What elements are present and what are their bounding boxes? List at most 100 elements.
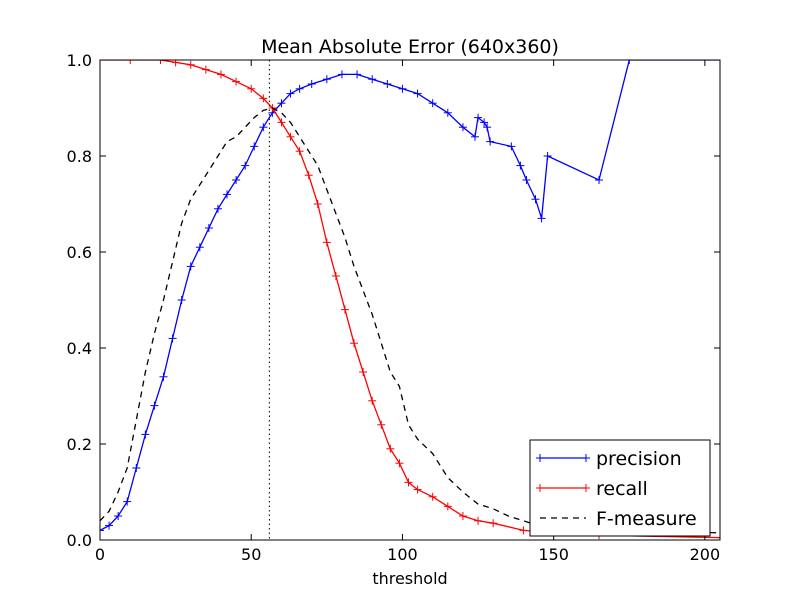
y-tick-label: 0.2	[67, 435, 92, 454]
y-tick-label: 0.8	[67, 147, 92, 166]
legend: precision recall F-measure	[529, 439, 711, 537]
recall-point	[350, 339, 359, 348]
precision-point	[337, 70, 346, 79]
precision-point	[223, 190, 232, 199]
precision-point	[483, 123, 492, 132]
recall-point	[232, 77, 241, 86]
plot-area	[100, 60, 720, 540]
x-axis-ticks: 0 50 100 150 200	[95, 60, 720, 564]
precision-point	[150, 401, 159, 410]
recall-point	[186, 60, 195, 69]
x-tick-label: 200	[690, 545, 721, 564]
axes-border	[99, 59, 721, 541]
recall-line	[100, 60, 720, 539]
recall-point	[126, 60, 135, 64]
legend-label-recall: recall	[596, 478, 648, 500]
x-tick-label: 0	[95, 545, 105, 564]
recall-point	[171, 60, 180, 67]
precision-point	[543, 152, 552, 160]
chart-title: Mean Absolute Error (640x360)	[261, 36, 559, 58]
precision-point	[383, 80, 392, 88]
precision-point	[295, 84, 304, 93]
recall-point	[295, 147, 304, 156]
precision-point	[595, 176, 604, 184]
recall-point	[286, 132, 295, 141]
recall-point	[386, 444, 395, 453]
precision-point	[186, 262, 195, 271]
recall-point	[331, 272, 340, 280]
precision-point	[232, 176, 241, 184]
precision-point	[250, 142, 259, 151]
precision-point	[105, 521, 114, 530]
precision-point	[241, 161, 250, 170]
recall-point	[443, 502, 452, 511]
precision-point	[307, 80, 316, 88]
y-axis-ticks: 0.0 0.2 0.4 0.6 0.8 1.0	[67, 51, 720, 550]
recall-point	[156, 60, 165, 64]
legend-label-f-measure: F-measure	[596, 508, 697, 530]
recall-point	[474, 516, 483, 525]
precision-point	[474, 113, 483, 122]
recall-point	[377, 420, 386, 429]
recall-point	[259, 94, 268, 103]
precision-point	[277, 99, 286, 108]
precision-point	[531, 195, 540, 204]
x-tick-label: 150	[538, 545, 569, 564]
precision-point	[368, 75, 377, 84]
precision-point	[458, 123, 467, 132]
recall-point	[368, 396, 377, 405]
precision-point	[141, 430, 150, 439]
precision-point	[516, 161, 525, 170]
legend-label-precision: precision	[596, 448, 682, 470]
plot-content	[100, 60, 720, 540]
precision-point	[259, 123, 268, 132]
y-tick-label: 0.6	[67, 243, 92, 262]
precision-line	[100, 60, 720, 531]
recall-point	[247, 84, 256, 93]
precision-point	[286, 89, 295, 98]
x-tick-label: 50	[241, 545, 261, 564]
precision-point	[159, 372, 168, 381]
precision-point	[177, 296, 186, 304]
precision-point	[443, 108, 452, 117]
precision-point	[537, 214, 546, 223]
axes-frame	[99, 59, 721, 541]
recall-point	[404, 478, 413, 487]
y-tick-label: 1.0	[67, 51, 92, 70]
y-tick-label: 0.0	[67, 531, 92, 550]
precision-point	[100, 526, 104, 535]
precision-point	[168, 334, 177, 343]
recall-point	[428, 492, 437, 501]
precision-point	[507, 142, 516, 151]
recall-point	[201, 65, 210, 74]
precision-point	[322, 75, 331, 84]
recall-point	[395, 459, 404, 468]
f-measure-line	[100, 107, 720, 534]
precision-point	[480, 118, 489, 127]
recall-point	[340, 305, 349, 314]
precision-point	[132, 464, 141, 472]
precision-point	[428, 99, 437, 108]
recall-point	[216, 70, 225, 79]
precision-point	[625, 60, 634, 64]
recall-point	[277, 118, 286, 127]
recall-point	[519, 526, 528, 535]
recall-point	[458, 512, 467, 520]
y-tick-label: 0.4	[67, 339, 92, 358]
precision-point	[486, 137, 495, 146]
precision-point	[522, 176, 531, 184]
recall-point	[413, 485, 422, 494]
precision-point	[213, 204, 222, 213]
recall-point	[322, 238, 331, 247]
recall-point	[313, 200, 322, 208]
precision-point	[413, 89, 422, 98]
precision-point	[195, 243, 204, 252]
precision-point	[471, 132, 480, 141]
x-axis-label: threshold	[372, 569, 447, 588]
precision-point	[114, 512, 123, 520]
recall-point	[359, 368, 368, 376]
x-tick-label: 100	[387, 545, 418, 564]
recall-point	[716, 533, 720, 540]
precision-point	[123, 497, 132, 506]
